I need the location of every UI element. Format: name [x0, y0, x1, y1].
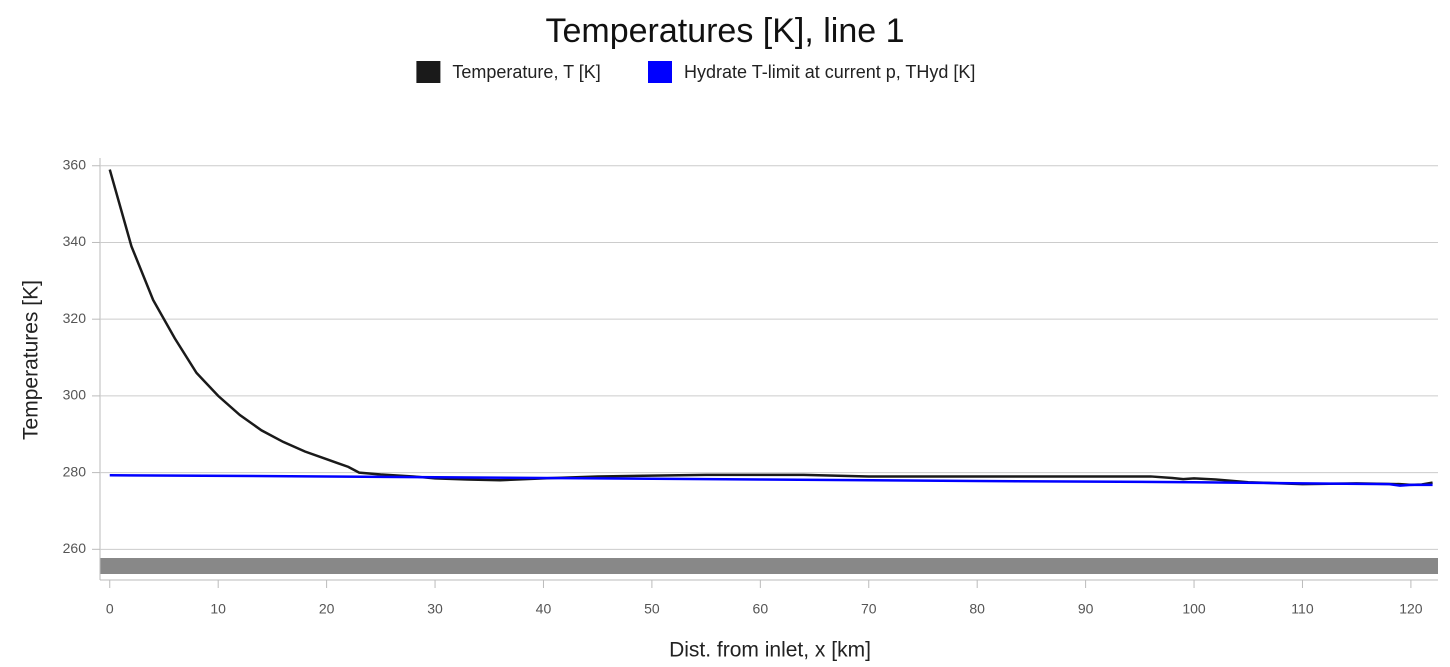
y-tick-label: 280 [63, 463, 87, 479]
legend-label: Temperature, T [K] [452, 62, 600, 82]
series-line [108, 169, 1433, 487]
x-tick-label: 30 [427, 601, 443, 617]
x-tick-label: 100 [1182, 601, 1206, 617]
y-tick-label: 340 [63, 233, 87, 249]
y-tick-label: 300 [63, 387, 87, 403]
x-axis-label: Dist. from inlet, x [km] [669, 639, 871, 662]
x-tick-label: 80 [969, 601, 985, 617]
x-tick-label: 20 [319, 601, 335, 617]
legend-swatch [648, 61, 672, 83]
x-tick-label: 70 [861, 601, 877, 617]
x-tick-label: 110 [1291, 601, 1314, 617]
x-tick-label: 40 [536, 601, 552, 617]
range-bar [100, 558, 1438, 574]
x-tick-label: 120 [1399, 601, 1423, 617]
x-tick-label: 0 [106, 601, 114, 617]
x-tick-label: 90 [1078, 601, 1094, 617]
y-axis-label: Temperatures [K] [20, 280, 43, 440]
x-tick-label: 50 [644, 601, 660, 617]
x-tick-label: 10 [210, 601, 226, 617]
legend-label: Hydrate T-limit at current p, THyd [K] [684, 62, 975, 82]
legend-swatch [416, 61, 441, 83]
series-line [109, 474, 1433, 487]
chart-title: Temperatures [K], line 1 [545, 12, 904, 50]
y-tick-label: 320 [63, 310, 87, 326]
y-tick-label: 260 [63, 540, 87, 556]
x-tick-label: 60 [753, 601, 769, 617]
y-tick-label: 360 [63, 156, 87, 172]
